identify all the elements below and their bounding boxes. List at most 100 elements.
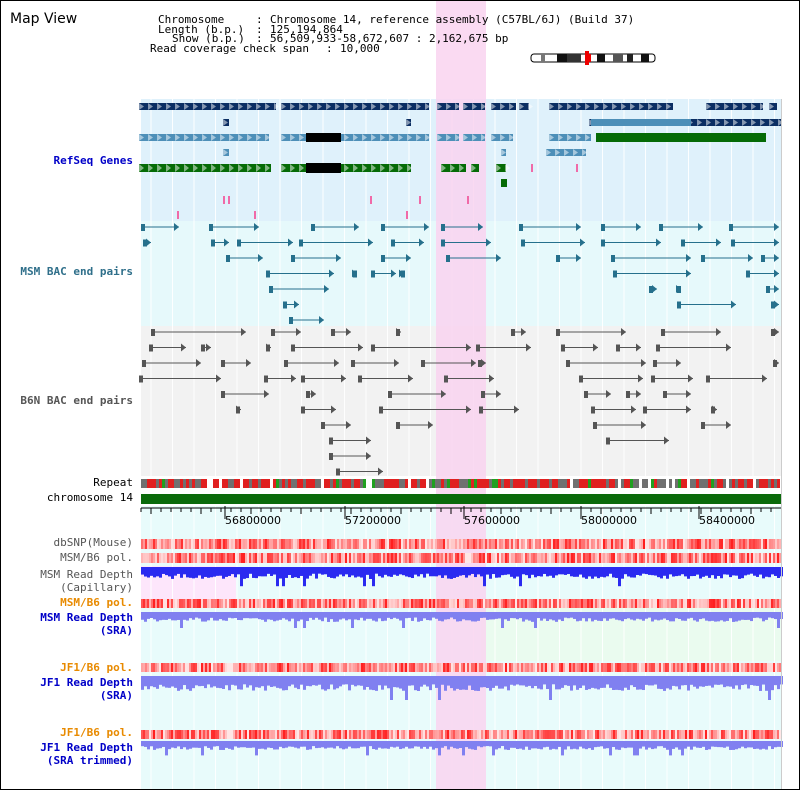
polymorphism-cell [315,553,317,563]
repeat-segment [318,479,321,488]
show-value: 56,509,933-58,672,607 : 2,162,675 bp [270,32,509,45]
repeat-segment [432,479,435,488]
polymorphism-cell [741,539,743,549]
track-label-refseq[interactable]: RefSeq Genes [53,154,133,167]
track-label-msm-bac[interactable]: MSM BAC end pairs [20,265,133,278]
polymorphism-cell [513,730,515,739]
polymorphism-cell [627,553,629,563]
polymorphism-cell [767,539,769,549]
depth-bar [765,612,768,620]
polymorphism-cell [445,663,447,672]
depth-bar [588,567,591,577]
polymorphism-cell [397,663,399,672]
polymorphism-cell [631,539,633,549]
polymorphism-cell [337,553,339,563]
polymorphism-cell [213,730,215,739]
depth-bar [753,741,756,749]
polymorphism-cell [539,663,541,672]
track-label-b6n-bac[interactable]: B6N BAC end pairs [20,394,133,407]
depth-bar [252,612,255,619]
polymorphism-cell [725,539,727,549]
polymorphism-cell [167,553,169,563]
polymorphism-cell [349,553,351,563]
gene-strand-arrow [519,103,524,110]
depth-bar [420,741,423,749]
depth-bar [765,741,768,750]
depth-bar [348,676,351,691]
depth-bar [372,676,375,691]
depth-bar [522,676,525,686]
depth-bar [681,567,684,575]
depth-bar [261,676,264,687]
polymorphism-cell [605,730,607,739]
polymorphism-cell [167,599,169,608]
depth-bar [564,741,567,750]
repeat-segment [465,479,468,488]
depth-bar [633,567,636,578]
polymorphism-cell [555,730,557,739]
depth-bar [525,612,528,620]
polymorphism-cell [613,599,615,608]
depth-bar [534,676,537,687]
depth-bar [525,741,528,747]
depth-bar [639,741,642,749]
repeat-segment [705,479,708,488]
polymorphism-cell [393,663,395,672]
depth-bar [408,567,411,578]
gene-strand-arrow [567,103,572,110]
polymorphism-cell [675,553,677,563]
depth-bar [555,612,558,622]
axis-tick-label: 58400000 [699,514,755,527]
gene-strand-arrow [491,134,496,141]
polymorphism-cell [537,730,539,739]
depth-bar [762,612,765,622]
gene-strand-arrow [778,119,783,126]
depth-bar [210,612,213,618]
polymorphism-cell [749,539,751,549]
polymorphism-cell [371,730,373,739]
bac-end-mark [368,238,373,247]
polymorphism-cell [307,663,309,672]
polymorphism-cell [597,553,599,563]
polymorphism-cell [455,663,457,672]
depth-bar [534,612,537,628]
polymorphism-cell [609,539,611,549]
polymorphism-cell [727,663,729,672]
gene-strand-arrow [389,103,394,110]
polymorphism-cell [229,553,231,563]
depth-bar [291,676,294,685]
depth-bar [366,676,369,688]
depth-bar [186,741,189,750]
polymorphism-cell [447,663,449,672]
depth-bar [438,741,441,756]
repeat-segment [639,479,642,488]
depth-bar [357,676,360,686]
polymorphism-cell [269,730,271,739]
depth-bar [330,676,333,685]
depth-bar [699,567,702,579]
polymorphism-cell [301,663,303,672]
gene-block [501,179,507,187]
repeat-segment [774,479,777,488]
repeat-segment [261,479,264,488]
polymorphism-cell [627,599,629,608]
depth-bar [492,741,495,756]
depth-bar [342,612,345,619]
polymorphism-cell [653,553,655,563]
polymorphism-cell [681,599,683,608]
bac-end-mark [346,421,351,429]
depth-bar [705,676,708,686]
polymorphism-cell [403,730,405,739]
bac-end-mark [329,453,333,460]
polymorphism-cell [295,539,297,549]
gene-strand-arrow [175,164,180,172]
polymorphism-cell [255,730,257,739]
polymorphism-cell [749,730,751,739]
polymorphism-cell [271,539,273,549]
polymorphism-cell [757,553,759,563]
polymorphism-cell [221,553,223,563]
polymorphism-cell [611,663,613,672]
polymorphism-cell [495,599,497,608]
polymorphism-cell [759,663,761,672]
